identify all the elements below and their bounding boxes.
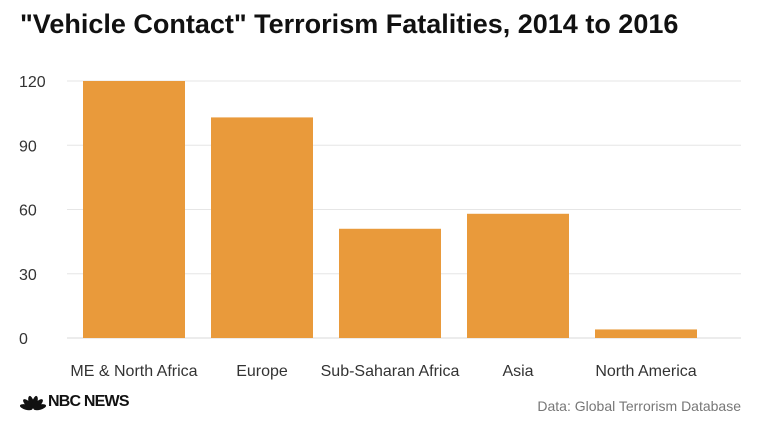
peacock-feather <box>33 404 46 411</box>
bars <box>83 81 697 339</box>
x-category-label: Sub-Saharan Africa <box>321 363 460 380</box>
x-category-label: ME & North Africa <box>70 363 197 380</box>
bar-chart: 0 30 60 90 120 ME & North Africa Europe Sub-Sa… <box>19 74 741 380</box>
bar-north-america <box>595 329 697 338</box>
bar-me-north-africa <box>83 81 185 338</box>
nbc-news-logo: NBC NEWS <box>20 393 130 411</box>
data-source: Data: Global Terrorism Database <box>537 398 741 414</box>
x-axis-labels: ME & North Africa Europe Sub-Saharan Afric… <box>70 363 696 380</box>
y-tick-label: 30 <box>19 267 37 284</box>
x-category-label: Asia <box>502 363 533 380</box>
y-tick-label: 0 <box>19 331 28 348</box>
y-tick-label: 90 <box>19 138 37 155</box>
x-category-label: Europe <box>236 363 288 380</box>
logo-text: NBC NEWS <box>48 393 130 410</box>
chart-title: "Vehicle Contact" Terrorism Fatalities, … <box>20 9 679 39</box>
y-tick-label: 120 <box>19 74 46 91</box>
bar-europe <box>211 117 313 339</box>
bar-sub-saharan-africa <box>339 228 441 338</box>
y-tick-label: 60 <box>19 203 37 220</box>
y-axis-ticks: 0 30 60 90 120 <box>19 74 46 348</box>
x-category-label: North America <box>595 363 696 380</box>
bar-asia <box>467 213 569 338</box>
peacock-icon <box>20 395 46 411</box>
